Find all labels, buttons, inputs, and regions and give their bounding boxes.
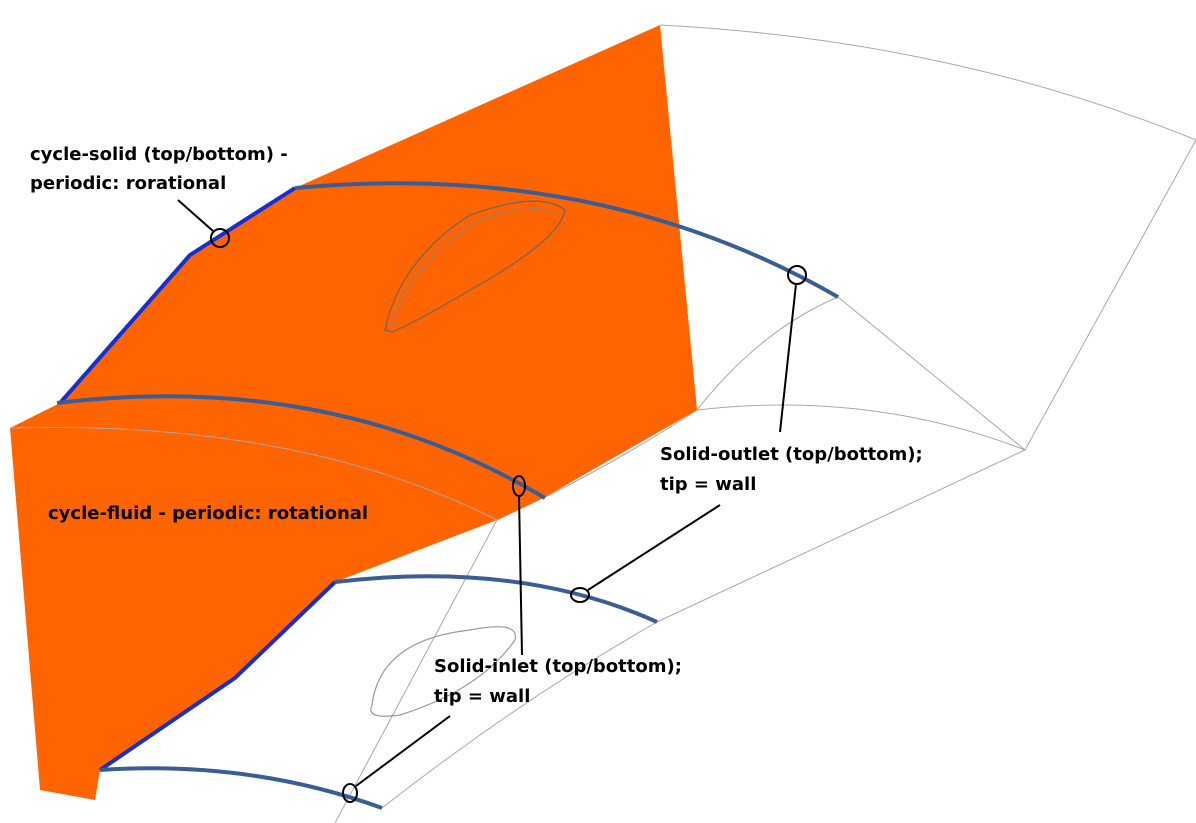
outline xyxy=(656,296,1026,623)
outline xyxy=(9,426,498,521)
geometry xyxy=(9,24,1196,823)
boundary-arc xyxy=(334,574,658,624)
label: periodic: rorational xyxy=(30,173,226,194)
marker xyxy=(342,783,358,803)
label: cycle-fluid - periodic: rotational xyxy=(48,503,368,524)
label: tip = wall xyxy=(434,686,530,707)
boundary-arc xyxy=(294,181,839,299)
outline xyxy=(659,24,1196,141)
leader xyxy=(587,504,721,591)
outline xyxy=(696,139,1196,451)
marker xyxy=(787,265,807,285)
boundary-arc xyxy=(56,394,547,500)
periodic-surface xyxy=(10,25,697,800)
marker xyxy=(210,228,230,248)
leader xyxy=(177,199,214,232)
leader xyxy=(355,715,451,787)
marker xyxy=(570,587,590,603)
labels: cycle-solid (top/bottom) - periodic: ror… xyxy=(30,144,923,707)
label: Solid-outlet (top/bottom); xyxy=(660,444,923,465)
label: tip = wall xyxy=(660,474,756,495)
leader xyxy=(518,495,523,656)
label: Solid-inlet (top/bottom); xyxy=(434,656,682,677)
blade xyxy=(391,208,556,326)
callouts xyxy=(177,199,807,803)
blade xyxy=(384,200,566,333)
edge xyxy=(58,186,297,405)
blade xyxy=(370,626,516,717)
label: cycle-solid (top/bottom) - xyxy=(30,144,288,165)
leader xyxy=(779,283,797,433)
edge xyxy=(98,580,337,772)
boundary-arc xyxy=(99,766,383,810)
